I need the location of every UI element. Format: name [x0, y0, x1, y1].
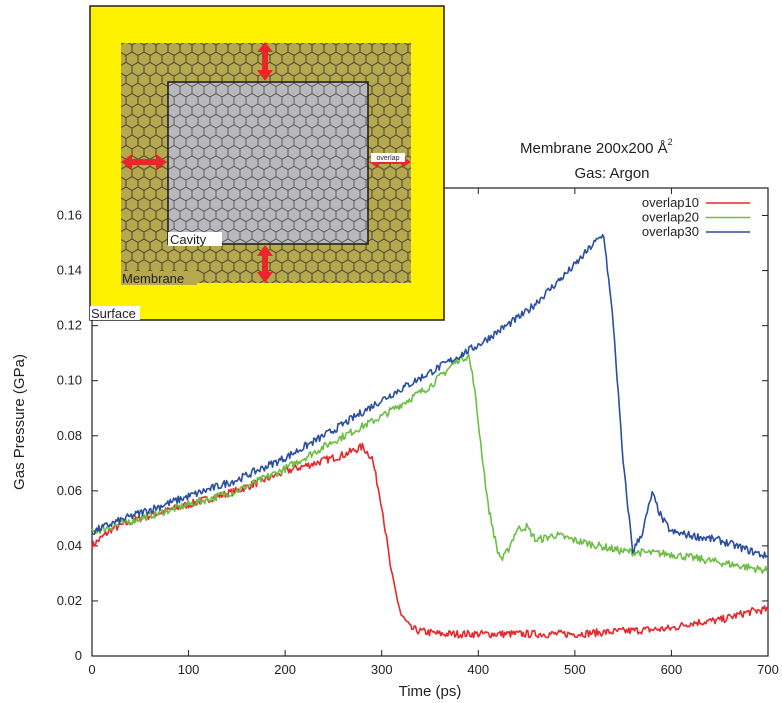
- chart-subtitle: Gas: Argon: [574, 165, 649, 182]
- series-line-overlap10: [91, 442, 769, 639]
- x-tick-label: 700: [757, 662, 779, 677]
- legend-label-overlap10: overlap10: [642, 195, 699, 210]
- y-tick-label: 0.04: [57, 538, 82, 553]
- y-tick-label: 0.14: [57, 263, 82, 278]
- y-axis-label: Gas Pressure (GPa): [11, 354, 28, 490]
- y-tick-label: 0.10: [57, 373, 82, 388]
- inset-membrane-label-bg: [121, 271, 197, 285]
- x-tick-label: 100: [178, 662, 200, 677]
- y-tick-label: 0.06: [57, 483, 82, 498]
- legend-label-overlap30: overlap30: [642, 224, 699, 239]
- chart-title-superscript: 2: [668, 137, 673, 147]
- inset-arrow-top: [257, 42, 273, 81]
- inset-membrane-label: Membrane: [122, 271, 184, 286]
- inset-schematic: overlap Cavity Membrane Surface: [89, 5, 445, 321]
- inset-cavity: [167, 81, 369, 245]
- x-axis-label: Time (ps): [399, 683, 462, 700]
- series-lines: [91, 233, 769, 639]
- inset-cavity-label: Cavity: [170, 232, 207, 247]
- y-tick-label: 0.12: [57, 318, 82, 333]
- chart-title: Membrane 200x200 Å2: [520, 137, 673, 157]
- y-tick-label: 0.16: [57, 208, 82, 223]
- y-tick-label: 0: [75, 648, 82, 663]
- x-tick-label: 400: [467, 662, 489, 677]
- inset-overlap-label: overlap: [377, 155, 400, 162]
- x-tick-label: 200: [274, 662, 296, 677]
- y-tick-label: 0.08: [57, 428, 82, 443]
- x-tick-label: 500: [564, 662, 586, 677]
- inset-arrow-bottom: [257, 245, 273, 283]
- inset-overlap-label-bg: [371, 153, 405, 162]
- x-tick-label: 0: [88, 662, 95, 677]
- inset-surface-label: Surface: [91, 306, 136, 321]
- legend-label-overlap20: overlap20: [642, 210, 699, 225]
- series-line-overlap30: [91, 233, 769, 559]
- x-tick-label: 300: [371, 662, 393, 677]
- chart-title-main: Membrane 200x200 Å: [520, 140, 668, 157]
- inset-cavity-label-bg: [168, 232, 222, 246]
- x-tick-label: 600: [661, 662, 683, 677]
- inset-arrow-left: [121, 154, 167, 170]
- inset-surface-label-bg: [90, 306, 140, 320]
- y-axis: 0 0.02 0.04 0.06 0.08 0.10 0.12 0.14 0.16: [57, 208, 768, 663]
- series-line-overlap20: [91, 353, 769, 574]
- y-tick-label: 0.02: [57, 593, 82, 608]
